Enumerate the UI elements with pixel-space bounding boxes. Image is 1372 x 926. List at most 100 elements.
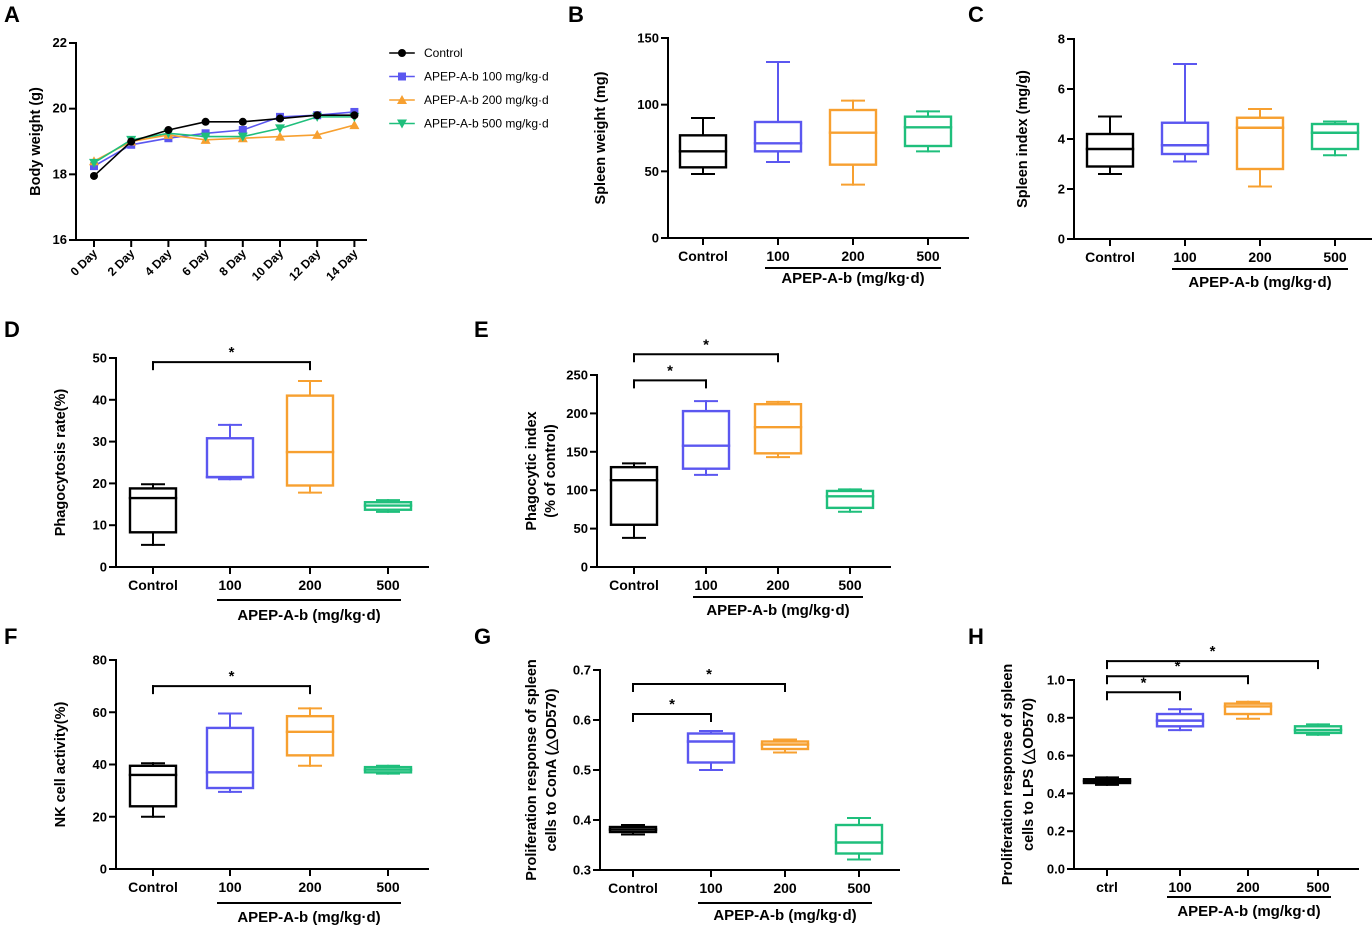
y-tick-label: 0 xyxy=(1058,232,1065,247)
box-100 xyxy=(753,61,803,163)
box-iqr xyxy=(1310,122,1360,151)
box-iqr xyxy=(205,437,255,479)
box-iqr xyxy=(285,714,335,757)
category-label: 200 xyxy=(841,248,865,264)
box-iqr xyxy=(825,489,875,510)
box-Control xyxy=(609,462,659,539)
data-point xyxy=(238,126,247,135)
group-label: APEP-A-b (mg/kg·d) xyxy=(237,909,380,926)
y-tick-label: 20 xyxy=(93,809,107,824)
box-iqr xyxy=(285,394,335,487)
y-tick-label: 0.4 xyxy=(573,813,592,828)
y-tick-label: 80 xyxy=(93,653,107,668)
box-100 xyxy=(686,730,736,771)
data-point xyxy=(238,117,247,126)
category-label: 200 xyxy=(1248,249,1272,265)
box-iqr xyxy=(828,108,878,166)
y-axis-label: Spleen weight (mg) xyxy=(593,71,609,204)
category-label: 500 xyxy=(376,879,400,895)
legend-entry: Control xyxy=(424,46,463,60)
x-tick-label: 12 Day xyxy=(286,246,323,283)
panel-a: A 16 18 20 22 0 Day 2 Day 4 Day 6 Day 8 Day 10 Day… xyxy=(4,2,549,283)
data-point xyxy=(398,49,406,57)
box-500 xyxy=(1310,120,1360,157)
box-100 xyxy=(1155,708,1205,732)
panel-d: D 0 10 20 30 40 50 Control 100 200 500 APEP-A-b (mg… xyxy=(4,317,429,624)
category-label: Control xyxy=(608,880,658,896)
box-100 xyxy=(681,400,731,476)
panel-c: C 0 2 4 6 8 Control 100 200 500 APEP-A-b (mg/kg·d)… xyxy=(968,2,1372,291)
y-tick-label: 18 xyxy=(53,166,67,181)
box-200 xyxy=(753,400,803,459)
group-label: APEP-A-b (mg/kg·d) xyxy=(781,270,924,287)
y-tick-label: 0.7 xyxy=(573,663,591,678)
y-tick-label: 0.4 xyxy=(1047,786,1066,801)
box-Control xyxy=(128,483,178,546)
y-tick-label: 0 xyxy=(652,231,659,246)
category-label: 100 xyxy=(218,879,242,895)
panel-label-e: E xyxy=(474,317,489,342)
group-label: APEP-A-b (mg/kg·d) xyxy=(237,607,380,624)
box-100 xyxy=(1160,63,1210,163)
significance-star: * xyxy=(229,668,235,685)
group-label: APEP-A-b (mg/kg·d) xyxy=(706,602,849,619)
data-point xyxy=(200,132,211,142)
y-tick-label: 50 xyxy=(93,351,107,366)
y-tick-label: 250 xyxy=(566,368,588,383)
box-500 xyxy=(903,110,953,153)
box-100 xyxy=(205,423,255,481)
box-iqr xyxy=(903,115,953,148)
data-point xyxy=(313,111,322,120)
data-point xyxy=(350,111,359,120)
x-tick-label: 14 Day xyxy=(323,246,360,283)
category-label: Control xyxy=(609,577,659,593)
significance-star: * xyxy=(703,336,709,353)
box-500 xyxy=(825,488,875,513)
panel-label-b: B xyxy=(568,2,584,27)
x-tick-label: 10 Day xyxy=(249,246,286,283)
category-label: 500 xyxy=(1323,249,1347,265)
data-point xyxy=(275,131,285,141)
box-iqr xyxy=(753,120,803,153)
y-tick-label: 0 xyxy=(581,560,588,575)
data-point xyxy=(201,117,210,126)
category-label: 200 xyxy=(298,577,322,593)
panel-label-d: D xyxy=(4,317,20,342)
data-point xyxy=(276,114,284,123)
legend-entry: APEP-A-b 100 mg/kg·d xyxy=(424,70,549,84)
box-200 xyxy=(285,379,335,494)
y-tick-label: 20 xyxy=(53,101,67,116)
category-label: 100 xyxy=(1173,249,1197,265)
y-tick-label: 0.5 xyxy=(573,763,591,778)
box-200 xyxy=(828,99,878,186)
y-tick-label: 150 xyxy=(637,31,659,46)
category-label: Control xyxy=(128,879,178,895)
box-iqr xyxy=(609,465,659,526)
y-tick-label: 0 xyxy=(100,560,107,575)
data-point xyxy=(127,137,136,146)
y-axis-label: Proliferation response of spleen xyxy=(1000,664,1016,886)
box-iqr xyxy=(128,487,178,534)
box-500 xyxy=(834,817,884,861)
y-tick-label: 8 xyxy=(1058,32,1065,47)
box-iqr xyxy=(834,823,884,855)
y-tick-label: 100 xyxy=(566,483,588,498)
y-axis-label: Proliferation response of spleen xyxy=(524,659,540,881)
y-tick-label: 0.3 xyxy=(573,863,591,878)
category-label: 100 xyxy=(218,577,242,593)
box-Control xyxy=(608,824,658,836)
category-label: 100 xyxy=(694,577,718,593)
data-point xyxy=(164,126,173,135)
box-200 xyxy=(285,707,335,767)
y-tick-label: 0.6 xyxy=(573,713,591,728)
box-iqr xyxy=(205,726,255,790)
panel-label-h: H xyxy=(968,624,984,649)
category-label: Control xyxy=(1085,249,1135,265)
significance-bracket: * xyxy=(1106,674,1181,701)
category-label: 100 xyxy=(766,248,790,264)
significance-bracket: * xyxy=(632,666,786,692)
category-label: 100 xyxy=(1168,879,1192,895)
box-ctrl xyxy=(1082,776,1132,786)
x-tick-label: 0 Day xyxy=(68,246,101,279)
